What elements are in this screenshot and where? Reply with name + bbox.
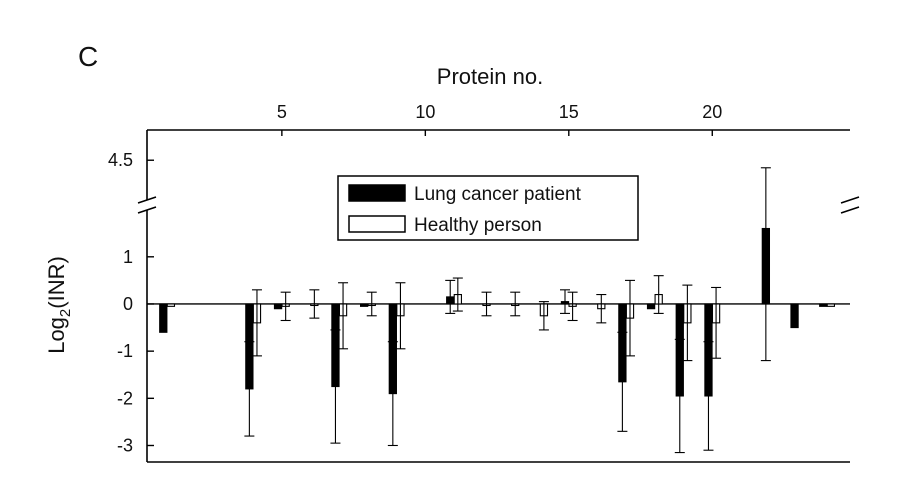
bar-lung-cancer-1 [159, 303, 168, 333]
bar-healthy-1 [166, 303, 176, 307]
legend-label-healthy: Healthy person [414, 215, 542, 236]
y-tick-label-0: 0 [123, 294, 133, 314]
svg-text:Log2(INR): Log2(INR) [44, 256, 74, 354]
panel-label: C [78, 41, 98, 72]
y-tick-label--2: -2 [117, 388, 133, 408]
bar-lung-cancer-5 [273, 303, 283, 310]
axis-break-mark-left-2 [137, 206, 157, 214]
axis-break-mark-right-1 [840, 196, 860, 204]
bar-healthy-24 [826, 303, 835, 307]
bar-lung-cancer-8 [359, 303, 369, 307]
y-tick-label-1: 1 [123, 247, 133, 267]
y-tick-label-4.5: 4.5 [108, 150, 133, 170]
bar-lung-cancer-24 [819, 303, 828, 307]
y-axis-title-tail: (INR) [44, 256, 69, 309]
bar-lung-cancer-18 [646, 303, 656, 310]
y-axis-title: Log2(INR) [44, 256, 74, 354]
x-tick-label-5: 5 [277, 102, 287, 122]
y-tick-label--1: -1 [117, 341, 133, 361]
y-tick-label--3: -3 [117, 435, 133, 455]
legend: Lung cancer patient Healthy person [337, 175, 639, 241]
y-axis-title-subscript: 2 [57, 309, 74, 317]
x-tick-label-10: 10 [415, 102, 435, 122]
x-axis-title: Protein no. [437, 64, 543, 89]
legend-swatch-lung-cancer [348, 184, 406, 202]
axis-break-mark-left-1 [137, 196, 157, 204]
legend-swatch-healthy [348, 215, 406, 233]
y-axis-title-main: Log [44, 317, 69, 354]
legend-label-lung-cancer: Lung cancer patient [414, 184, 582, 205]
plot-area: 5 10 15 20 -3 -2 -1 0 1 4.5 [108, 102, 860, 463]
x-tick-label-15: 15 [559, 102, 579, 122]
bar-lung-cancer-23 [790, 303, 799, 329]
x-tick-label-20: 20 [702, 102, 722, 122]
axis-break-mark-right-2 [840, 206, 860, 214]
